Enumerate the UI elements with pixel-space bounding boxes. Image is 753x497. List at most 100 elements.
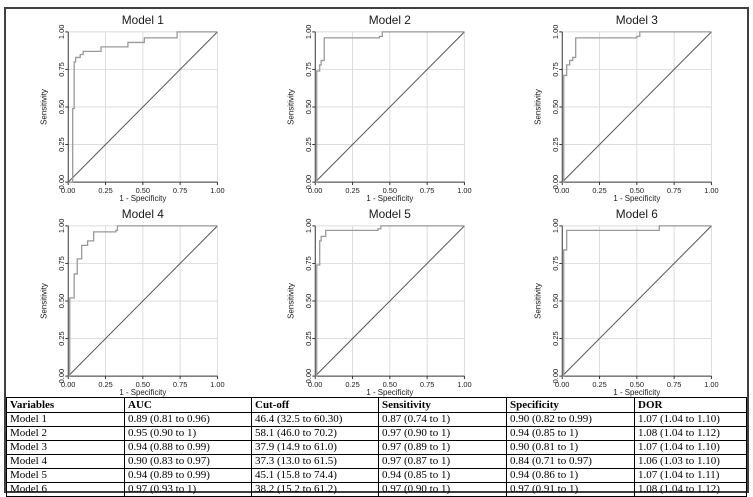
table-cell: 0.89 (0.81 to 0.96) <box>124 412 252 427</box>
svg-text:0.25: 0.25 <box>304 331 313 346</box>
svg-text:0.50: 0.50 <box>383 186 397 195</box>
svg-text:0.00: 0.00 <box>555 186 569 195</box>
table-cell: 0.95 (0.90 to 1) <box>124 426 252 441</box>
y-axis-label: Sensitivity <box>534 283 543 319</box>
svg-text:0.75: 0.75 <box>304 62 313 77</box>
roc-charts-grid: 0.00 0.25 0.50 0.75 1.00 0.00 0.25 0.50 0.75 1.00… <box>6 9 747 397</box>
svg-text:0.00: 0.00 <box>61 380 75 389</box>
svg-text:1.00: 1.00 <box>704 380 718 389</box>
axes <box>312 31 465 186</box>
axes <box>65 225 218 380</box>
axes <box>312 225 465 380</box>
svg-text:0.25: 0.25 <box>551 331 560 346</box>
roc-chart-model-4: 0.00 0.25 0.50 0.75 1.00 0.00 0.25 0.50 0.75 1.00… <box>40 207 225 397</box>
svg-text:1.00: 1.00 <box>704 186 718 195</box>
chart-title: Model 4 <box>122 207 164 221</box>
roc-curve <box>315 31 465 183</box>
roc-chart-cell-model-2: 0.00 0.25 0.50 0.75 1.00 0.00 0.25 0.50 0.75 1.00… <box>253 9 500 203</box>
roc-curve <box>68 31 218 183</box>
svg-text:0.00: 0.00 <box>551 175 560 190</box>
svg-text:0.00: 0.00 <box>308 186 322 195</box>
table-cell: 0.94 (0.86 to 1) <box>506 468 635 483</box>
table-cell: 0.97 (0.89 to 1) <box>378 440 507 455</box>
table-cell: 0.97 (0.87 to 1) <box>378 454 507 469</box>
svg-text:0.50: 0.50 <box>630 186 644 195</box>
svg-text:0.50: 0.50 <box>551 294 560 309</box>
table-cell: 0.94 (0.85 to 1) <box>506 426 635 441</box>
svg-text:0.00: 0.00 <box>57 175 66 190</box>
svg-text:1.00: 1.00 <box>457 186 471 195</box>
svg-text:0.25: 0.25 <box>57 331 66 346</box>
svg-text:1.00: 1.00 <box>57 219 66 234</box>
table-row: Model 3 0.94 (0.88 to 0.99) 37.9 (14.9 to … <box>6 440 747 455</box>
roc-curve <box>68 225 218 377</box>
tick-labels: 0.00 0.25 0.50 0.75 1.00 0.00 0.25 0.50 0.75 1.00 <box>57 25 225 195</box>
svg-text:0.00: 0.00 <box>304 175 313 190</box>
reference-diagonal <box>314 31 465 183</box>
y-axis-label: Sensitivity <box>534 89 543 125</box>
reference-diagonal <box>561 31 712 183</box>
svg-text:0.25: 0.25 <box>345 380 359 389</box>
col-header-variables: Variables <box>6 397 125 413</box>
svg-text:1.00: 1.00 <box>210 380 224 389</box>
roc-curve <box>315 225 465 377</box>
figure: 0.00 0.25 0.50 0.75 1.00 0.00 0.25 0.50 0.75 1.00… <box>4 7 749 497</box>
roc-chart-cell-model-4: 0.00 0.25 0.50 0.75 1.00 0.00 0.25 0.50 0.75 1.00… <box>6 203 253 397</box>
table-cell: 0.97 (0.91 to 1) <box>506 482 635 497</box>
table-row: Model 5 0.94 (0.89 to 0.99) 45.1 (15.8 to … <box>6 468 747 483</box>
chart-title: Model 2 <box>369 13 411 27</box>
tick-labels: 0.00 0.25 0.50 0.75 1.00 0.00 0.25 0.50 0.75 1.00 <box>304 25 472 195</box>
svg-text:0.75: 0.75 <box>420 380 434 389</box>
x-axis-label: 1 - Specificity <box>119 194 166 203</box>
row-label: Model 2 <box>6 426 125 441</box>
chart-title: Model 1 <box>122 13 164 27</box>
row-label: Model 3 <box>6 440 125 455</box>
y-axis-label: Sensitivity <box>287 283 296 319</box>
chart-title: Model 3 <box>616 13 658 27</box>
svg-text:0.00: 0.00 <box>61 186 75 195</box>
svg-text:1.00: 1.00 <box>304 25 313 40</box>
table-cell: 0.97 (0.90 to 1) <box>378 426 507 441</box>
roc-chart-model-2: 0.00 0.25 0.50 0.75 1.00 0.00 0.25 0.50 0.75 1.00… <box>287 13 472 203</box>
svg-text:0.75: 0.75 <box>551 62 560 77</box>
axes <box>65 31 218 186</box>
table-row: Model 2 0.95 (0.90 to 1) 58.1 (46.0 to 70.… <box>6 426 747 441</box>
svg-text:0.50: 0.50 <box>136 186 150 195</box>
table-cell: 0.90 (0.83 to 0.97) <box>124 454 252 469</box>
tick-labels: 0.00 0.25 0.50 0.75 1.00 0.00 0.25 0.50 0.75 1.00 <box>551 25 719 195</box>
svg-text:0.75: 0.75 <box>304 256 313 271</box>
table-cell: 1.08 (1.04 to 1.12) <box>634 426 747 441</box>
svg-text:0.00: 0.00 <box>555 380 569 389</box>
roc-chart-cell-model-5: 0.00 0.25 0.50 0.75 1.00 0.00 0.25 0.50 0.75 1.00… <box>253 203 500 397</box>
svg-text:0.25: 0.25 <box>345 186 359 195</box>
roc-chart-model-1: 0.00 0.25 0.50 0.75 1.00 0.00 0.25 0.50 0.75 1.00… <box>40 13 225 203</box>
table-cell: 37.9 (14.9 to 61.0) <box>251 440 379 455</box>
svg-text:0.00: 0.00 <box>57 369 66 384</box>
axes <box>559 225 712 380</box>
roc-chart-cell-model-6: 0.00 0.25 0.50 0.75 1.00 0.00 0.25 0.50 0.75 1.00… <box>500 203 747 397</box>
svg-text:0.25: 0.25 <box>592 186 606 195</box>
svg-text:0.50: 0.50 <box>136 380 150 389</box>
table-cell: 1.07 (1.04 to 1.10) <box>634 440 747 455</box>
table-cell: 38.2 (15.2 to 61.2) <box>251 482 379 497</box>
col-header-auc: AUC <box>124 397 252 413</box>
table-row: Model 4 0.90 (0.83 to 0.97) 37.3 (13.0 to … <box>6 454 747 469</box>
col-header-specificity: Specificity <box>506 397 635 413</box>
y-axis-label: Sensitivity <box>40 283 49 319</box>
roc-curve <box>562 225 712 377</box>
table-cell: 0.87 (0.74 to 1) <box>378 412 507 427</box>
row-label: Model 5 <box>6 468 125 483</box>
roc-chart-model-5: 0.00 0.25 0.50 0.75 1.00 0.00 0.25 0.50 0.75 1.00… <box>287 207 472 397</box>
table-row: Model 6 0.97 (0.93 to 1) 38.2 (15.2 to 61.… <box>6 482 747 497</box>
svg-text:0.75: 0.75 <box>667 186 681 195</box>
table-cell: 1.07 (1.04 to 1.10) <box>634 412 747 427</box>
svg-text:0.75: 0.75 <box>667 380 681 389</box>
svg-text:0.50: 0.50 <box>630 380 644 389</box>
results-table: Variables AUC Cut-off Sensitivity Specif… <box>6 397 747 497</box>
row-label: Model 1 <box>6 412 125 427</box>
x-axis-label: 1 - Specificity <box>119 388 166 397</box>
roc-chart-cell-model-1: 0.00 0.25 0.50 0.75 1.00 0.00 0.25 0.50 0.75 1.00… <box>6 9 253 203</box>
reference-diagonal <box>314 225 465 377</box>
chart-title: Model 6 <box>616 207 658 221</box>
table-row: Model 1 0.89 (0.81 to 0.96) 46.4 (32.5 to … <box>6 412 747 427</box>
